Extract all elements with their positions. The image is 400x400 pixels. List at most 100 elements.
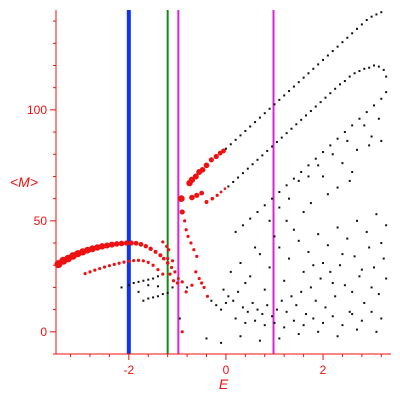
data-point — [147, 297, 150, 300]
data-point — [351, 313, 354, 316]
data-point — [152, 296, 155, 299]
data-point — [107, 264, 112, 268]
axes — [55, 10, 391, 355]
data-point — [251, 301, 254, 304]
data-point — [292, 319, 295, 322]
data-point — [108, 241, 115, 248]
x-tick-label: 2 — [320, 363, 327, 377]
data-point — [223, 187, 227, 190]
data-point — [285, 132, 288, 135]
data-point — [273, 321, 276, 324]
data-point — [382, 68, 385, 71]
data-point — [283, 94, 286, 97]
data-point — [244, 129, 247, 132]
data-point — [314, 157, 317, 160]
data-point — [249, 125, 252, 128]
data-point — [283, 279, 286, 282]
data-point — [292, 85, 295, 88]
data-point — [341, 162, 344, 165]
data-point — [244, 321, 247, 324]
data-point — [380, 139, 383, 142]
data-point — [128, 240, 134, 246]
data-point — [360, 23, 363, 26]
data-point — [94, 244, 101, 251]
data-point — [220, 341, 223, 344]
data-point — [249, 217, 252, 220]
data-point — [241, 172, 244, 175]
data-point — [165, 261, 170, 265]
data-point — [341, 253, 344, 256]
data-point — [271, 315, 274, 318]
data-point — [375, 330, 378, 333]
data-point — [312, 264, 315, 267]
data-point — [280, 136, 283, 139]
data-point — [177, 195, 185, 203]
data-point — [317, 63, 320, 66]
data-point — [275, 308, 278, 311]
data-point — [288, 257, 291, 260]
data-point — [229, 270, 232, 273]
data-point — [161, 272, 165, 276]
data-point — [175, 281, 179, 285]
data-point — [302, 270, 305, 273]
data-point — [88, 270, 92, 274]
data-point — [385, 91, 388, 94]
data-point — [363, 124, 366, 127]
data-point — [346, 139, 349, 142]
data-point — [297, 239, 300, 242]
data-point — [339, 83, 342, 86]
data-point — [122, 260, 126, 264]
data-point — [266, 304, 269, 307]
data-point — [170, 259, 175, 263]
data-point — [385, 224, 388, 227]
data-point — [147, 284, 150, 287]
data-point — [312, 67, 315, 70]
data-point — [180, 330, 184, 334]
data-point — [358, 117, 361, 120]
data-point — [297, 179, 300, 182]
data-point — [83, 272, 87, 276]
data-point — [113, 241, 120, 247]
data-point — [380, 317, 383, 320]
data-point — [322, 262, 325, 265]
data-point — [348, 75, 351, 78]
data-point — [382, 257, 385, 260]
data-point — [266, 149, 269, 152]
data-point — [234, 317, 237, 320]
data-point — [271, 145, 274, 148]
data-point — [295, 304, 298, 307]
data-point — [192, 248, 196, 252]
data-point — [336, 45, 339, 48]
data-point — [194, 270, 198, 274]
data-point — [309, 202, 312, 205]
data-point — [314, 105, 317, 108]
data-point — [288, 90, 291, 93]
data-point — [184, 228, 188, 232]
data-point — [178, 317, 181, 320]
data-point — [326, 193, 329, 196]
data-point — [232, 299, 235, 302]
data-point — [199, 166, 206, 173]
data-point — [322, 151, 325, 154]
data-point — [292, 177, 295, 180]
data-point — [331, 315, 334, 318]
data-point — [249, 275, 252, 278]
data-point — [283, 326, 286, 329]
data-point — [256, 308, 259, 311]
data-point — [305, 114, 308, 117]
data-point — [192, 173, 199, 180]
data-point — [251, 163, 254, 166]
data-point — [370, 286, 373, 289]
data-point — [127, 259, 131, 263]
data-point — [365, 230, 368, 233]
data-point — [346, 237, 349, 240]
data-point — [322, 175, 325, 178]
data-point — [268, 266, 271, 269]
data-point — [227, 185, 230, 188]
data-point — [343, 80, 346, 83]
data-point — [254, 319, 257, 322]
data-point — [169, 265, 174, 270]
data-point — [166, 256, 170, 261]
data-point — [219, 190, 223, 194]
data-point — [184, 290, 188, 294]
